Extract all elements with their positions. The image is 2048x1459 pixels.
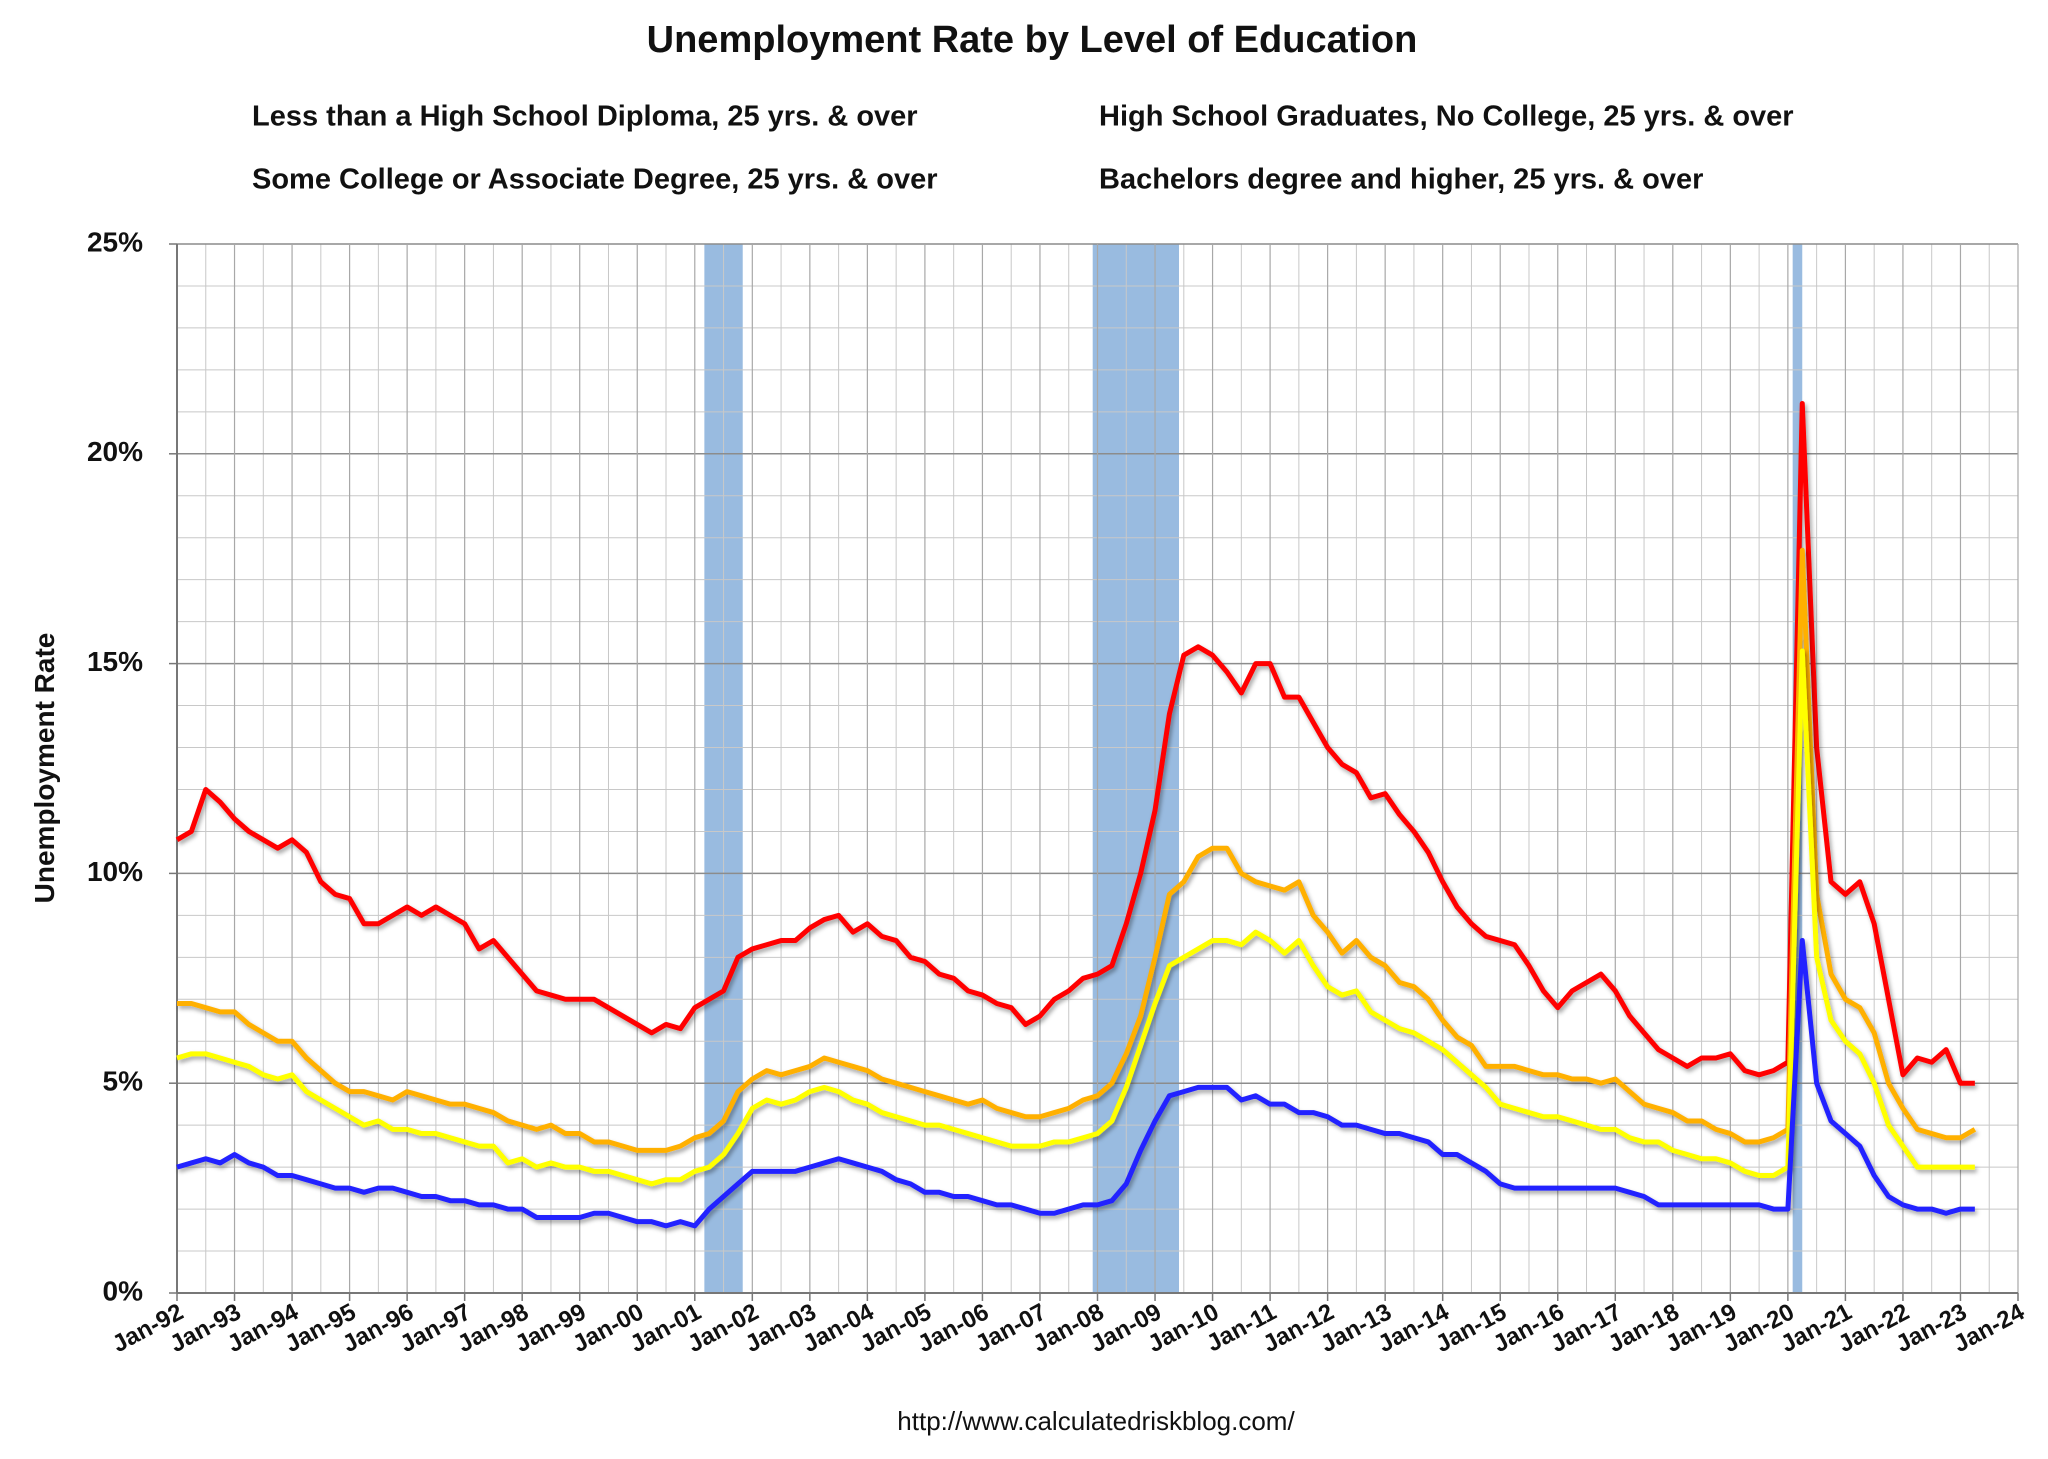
series-line xyxy=(175,400,1975,1086)
series-line xyxy=(177,547,1977,1153)
series-line xyxy=(176,648,1975,1187)
recession-band xyxy=(1092,244,1180,1293)
legend-label: High School Graduates, No College, 25 yr… xyxy=(1099,101,1794,133)
y-tick-label: 10% xyxy=(87,856,143,887)
y-tick-label: 15% xyxy=(87,646,143,677)
chart-title: Unemployment Rate by Level of Education xyxy=(647,19,1418,61)
y-tick-label: 25% xyxy=(87,226,143,257)
y-tick-label: 20% xyxy=(87,436,143,467)
legend-label: Bachelors degree and higher, 25 yrs. & o… xyxy=(1099,164,1703,196)
source-note: http://www.calculatedriskblog.com/ xyxy=(897,1406,1295,1436)
y-tick-label: 0% xyxy=(103,1275,144,1306)
series-line xyxy=(176,938,1975,1229)
y-axis-label: Unemployment Rate xyxy=(29,633,60,904)
y-tick-label: 5% xyxy=(103,1066,144,1097)
legend-label: Less than a High School Diploma, 25 yrs.… xyxy=(252,101,918,133)
legend-label: Some College or Associate Degree, 25 yrs… xyxy=(252,164,938,196)
